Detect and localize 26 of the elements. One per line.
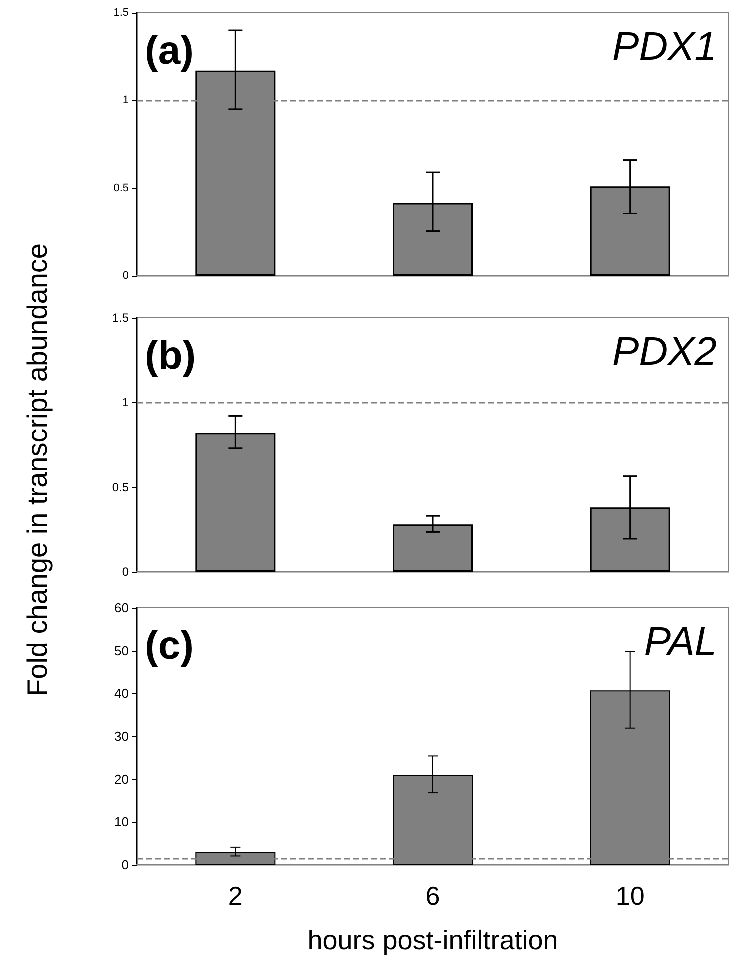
- y-tick-label: 0.5: [112, 480, 130, 494]
- x-axis-title: hours post-infiltration: [308, 926, 558, 956]
- y-tick-label: 30: [114, 729, 129, 744]
- y-tick-label: 1.5: [112, 311, 130, 325]
- y-axis-title: Fold change in transcript abundance: [22, 244, 54, 696]
- y-tick-label: 40: [114, 686, 129, 702]
- chart-title: PAL: [644, 620, 718, 664]
- y-tick-label: 0: [122, 858, 129, 872]
- y-tick-label: 60: [114, 600, 129, 616]
- y-tick-label: 1: [122, 94, 129, 107]
- y-tick-label: 1: [122, 396, 130, 410]
- chart-title: PDX1: [612, 25, 718, 69]
- annotation: (b): [145, 334, 196, 378]
- y-tick-label: 10: [114, 814, 129, 830]
- x-tick-label: 6: [426, 881, 440, 911]
- y-tick-label: 20: [114, 772, 129, 787]
- y-tick-label: 0: [122, 565, 130, 579]
- annotation: (c): [145, 624, 194, 668]
- y-tick-label: 50: [114, 643, 129, 658]
- annotation: (a): [145, 29, 194, 73]
- y-tick-label: 0: [122, 270, 129, 282]
- y-tick-label: 1.5: [114, 7, 129, 19]
- x-tick-label: 10: [616, 881, 645, 911]
- x-tick-label: 2: [228, 881, 243, 911]
- chart-title: PDX2: [612, 330, 718, 374]
- y-tick-label: 0.5: [114, 182, 129, 194]
